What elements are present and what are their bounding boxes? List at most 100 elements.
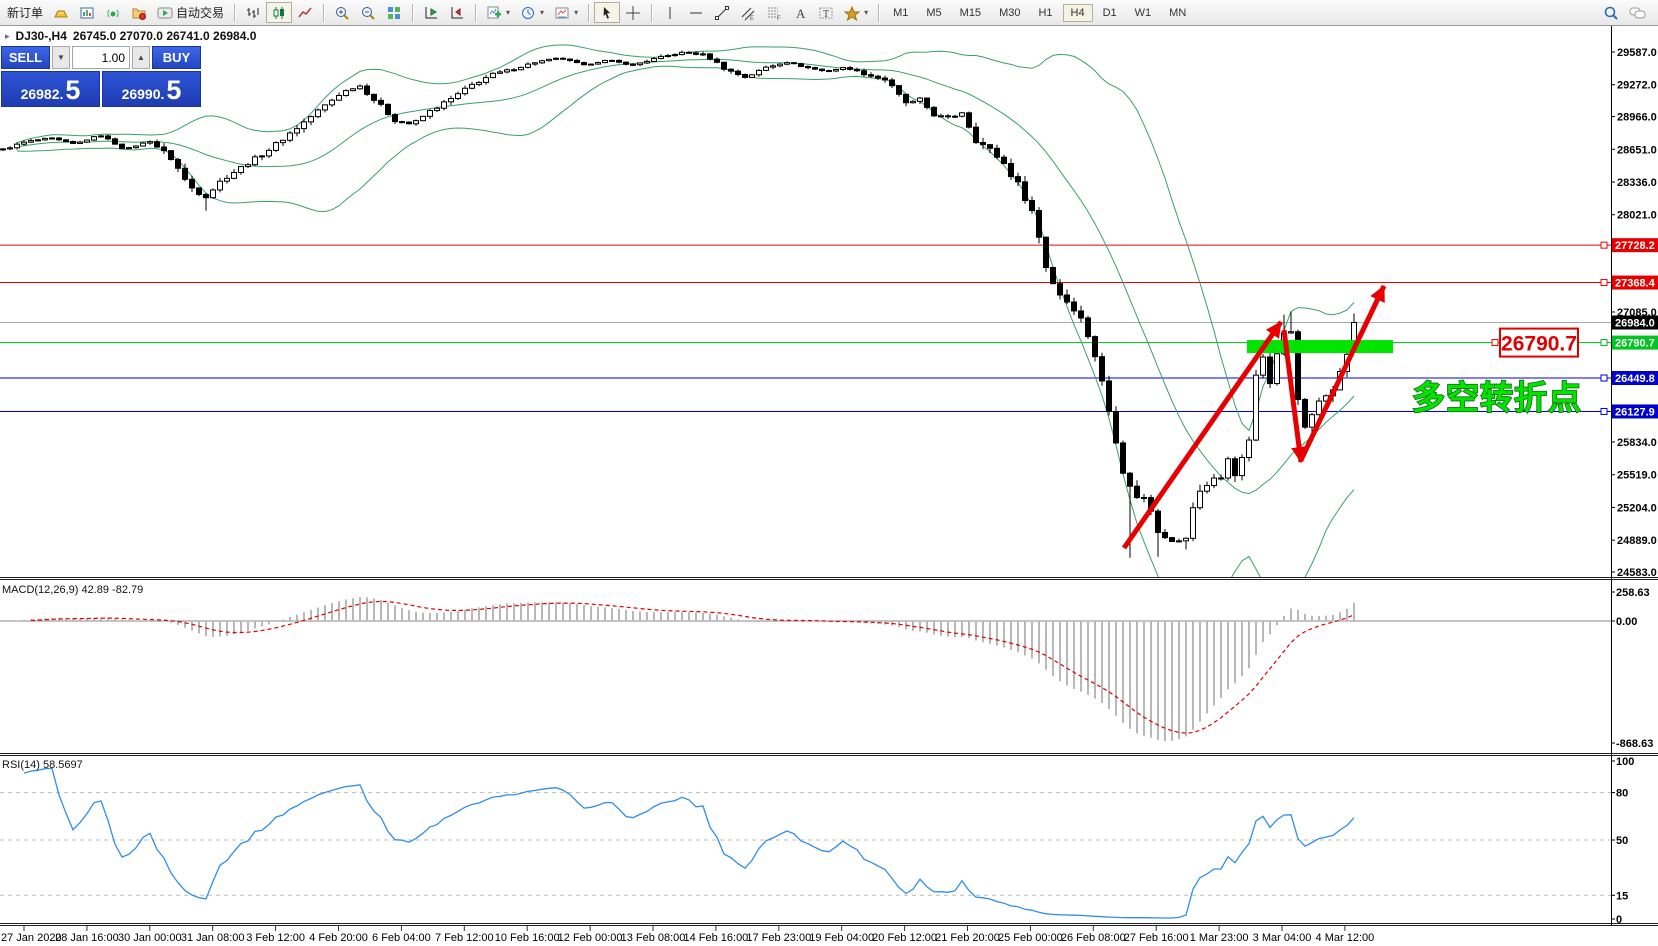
templates-button[interactable]: ▾ — [549, 2, 583, 23]
price-box-anchor-marker[interactable] — [1491, 339, 1499, 347]
main-chart-pane[interactable] — [0, 44, 1611, 621]
volume-input[interactable] — [72, 46, 130, 69]
bollinger-upper-band — [16, 44, 1355, 432]
up-trend-arrow-2[interactable] — [1298, 284, 1387, 462]
zoom-out-button[interactable] — [355, 2, 381, 23]
zoom-in-button[interactable] — [329, 2, 355, 23]
line-chart-icon — [297, 5, 313, 21]
volume-increase-button[interactable]: ▲ — [132, 46, 150, 69]
timeframe-m1-button[interactable]: M1 — [893, 6, 909, 19]
price-axis-area[interactable] — [1611, 26, 1658, 946]
toolbar: 新订单 自动交易 ▾ ▾ ▾ — [0, 0, 1658, 26]
tile-windows-button[interactable] — [381, 2, 407, 23]
bollinger-lower-band — [16, 65, 1355, 577]
volume-decrease-button[interactable]: ▼ — [52, 46, 70, 69]
trendline-icon — [714, 5, 730, 21]
fibonacci-icon: F — [766, 5, 782, 21]
price-tick-label: 24583.0 — [1617, 567, 1657, 579]
timeframe-h4-button[interactable]: H4 — [1062, 3, 1093, 22]
timeframe-w1-button[interactable]: W1 — [1134, 6, 1152, 19]
trend-arrows[interactable] — [1121, 284, 1387, 550]
equidistant-channel-button[interactable]: E — [735, 2, 761, 23]
rsi-axis-label: 50 — [1616, 835, 1628, 847]
chart-shift-button[interactable] — [444, 2, 470, 23]
buy-button[interactable]: BUY — [152, 46, 201, 69]
svg-text:T: T — [823, 9, 829, 20]
price-tick-label: 28966.0 — [1617, 112, 1657, 124]
time-axis-label: 12 Feb 00:00 — [558, 932, 623, 944]
cn-annotation-text[interactable]: 多空转折点 — [1411, 378, 1582, 417]
level-line-marker[interactable] — [1600, 279, 1608, 287]
level-price-label-text: 26127.9 — [1615, 406, 1655, 418]
crosshair-button[interactable] — [620, 2, 646, 23]
zoom-in-icon — [334, 5, 350, 21]
horizontal-line-button[interactable] — [683, 2, 709, 23]
timeframe-h1-button[interactable]: H1 — [1038, 6, 1053, 19]
new-chart-button[interactable] — [74, 2, 100, 23]
level-line-marker[interactable] — [1600, 339, 1608, 347]
up-trend-arrow-1[interactable] — [1121, 320, 1284, 550]
cursor-button[interactable] — [594, 2, 621, 23]
timeframe-m15-button[interactable]: M15 — [959, 6, 982, 19]
auto-trading-button[interactable]: 自动交易 — [152, 2, 229, 23]
buy-price-display[interactable]: 26990. 5 — [102, 71, 201, 107]
candlestick-chart-type-button[interactable] — [266, 2, 293, 23]
timeframe-d1-button[interactable]: D1 — [1102, 6, 1117, 19]
line-chart-type-button[interactable] — [292, 2, 318, 23]
chart-background — [0, 26, 1658, 946]
vertical-line-button[interactable] — [657, 2, 683, 23]
price-tick-label: 24889.0 — [1617, 535, 1657, 547]
time-axis-label: 31 Jan 08:00 — [181, 932, 245, 944]
signals-button[interactable] — [100, 2, 126, 23]
buy-price-pip: 5 — [166, 75, 182, 105]
text-button[interactable]: A — [787, 2, 813, 23]
periods-button[interactable]: ▾ — [515, 2, 549, 23]
sell-button[interactable]: SELL — [1, 46, 50, 69]
time-axis-label: 26 Feb 08:00 — [1061, 932, 1126, 944]
macd-pane[interactable] — [0, 597, 1611, 741]
new-chart-icon — [79, 5, 95, 21]
time-axis-label: 1 Mar 23:00 — [1190, 932, 1249, 944]
trendline-button[interactable] — [709, 2, 735, 23]
timeframe-m30-button[interactable]: M30 — [999, 6, 1021, 19]
chart-dropdown-arrow-icon: ▸ — [5, 30, 10, 41]
indicators-button[interactable]: ▾ — [481, 2, 515, 23]
time-axis-label: 27 Jan 2020 — [1, 932, 62, 944]
bar-chart-type-button[interactable] — [240, 2, 266, 23]
rsi-line — [23, 767, 1355, 919]
auto-scroll-button[interactable] — [418, 2, 444, 23]
price-tick-label: 28651.0 — [1617, 144, 1657, 156]
horizontal-line-icon — [688, 5, 704, 21]
price-callout-box[interactable] — [1499, 327, 1579, 358]
search-button[interactable] — [1598, 2, 1624, 23]
one-click-trading-panel: SELL ▼ ▲ BUY 26982. 5 26990. 5 — [1, 46, 201, 107]
level-line-marker[interactable] — [1600, 241, 1608, 249]
chart-title: ▸ DJ30-,H4 26745.0 27070.0 26741.0 26984… — [5, 29, 256, 43]
chat-button[interactable] — [1624, 2, 1652, 23]
text-label-button[interactable]: T — [813, 2, 839, 23]
toolbar-separator — [878, 3, 880, 22]
sell-price-display[interactable]: 26982. 5 — [1, 71, 100, 107]
new-order-button[interactable]: 新订单 — [2, 2, 48, 23]
history-folder-button[interactable] — [126, 2, 152, 23]
arrows-button[interactable]: ▾ — [839, 2, 873, 23]
time-axis-label: 25 Feb 00:00 — [998, 932, 1063, 944]
gold-ingot-button[interactable] — [48, 2, 74, 23]
level-price-label — [1612, 315, 1658, 330]
candlestick-icon — [271, 5, 287, 21]
timeframe-mn-button[interactable]: MN — [1169, 6, 1187, 19]
symbol-period-label: DJ30-,H4 — [15, 29, 67, 43]
down-retrace-arrow[interactable] — [1281, 329, 1308, 463]
gold-ingot-icon — [53, 5, 69, 21]
level-line-marker[interactable] — [1600, 407, 1608, 415]
timeframe-m5-button[interactable]: M5 — [926, 6, 942, 19]
time-axis-label: 28 Jan 16:00 — [55, 932, 119, 944]
time-axis-label: 3 Mar 04:00 — [1253, 932, 1312, 944]
level-line-marker[interactable] — [1600, 374, 1608, 382]
toolbar-separator — [323, 3, 325, 22]
rsi-pane[interactable] — [23, 767, 1355, 919]
fibonacci-button[interactable]: F — [761, 2, 787, 23]
folder-icon — [131, 5, 147, 21]
